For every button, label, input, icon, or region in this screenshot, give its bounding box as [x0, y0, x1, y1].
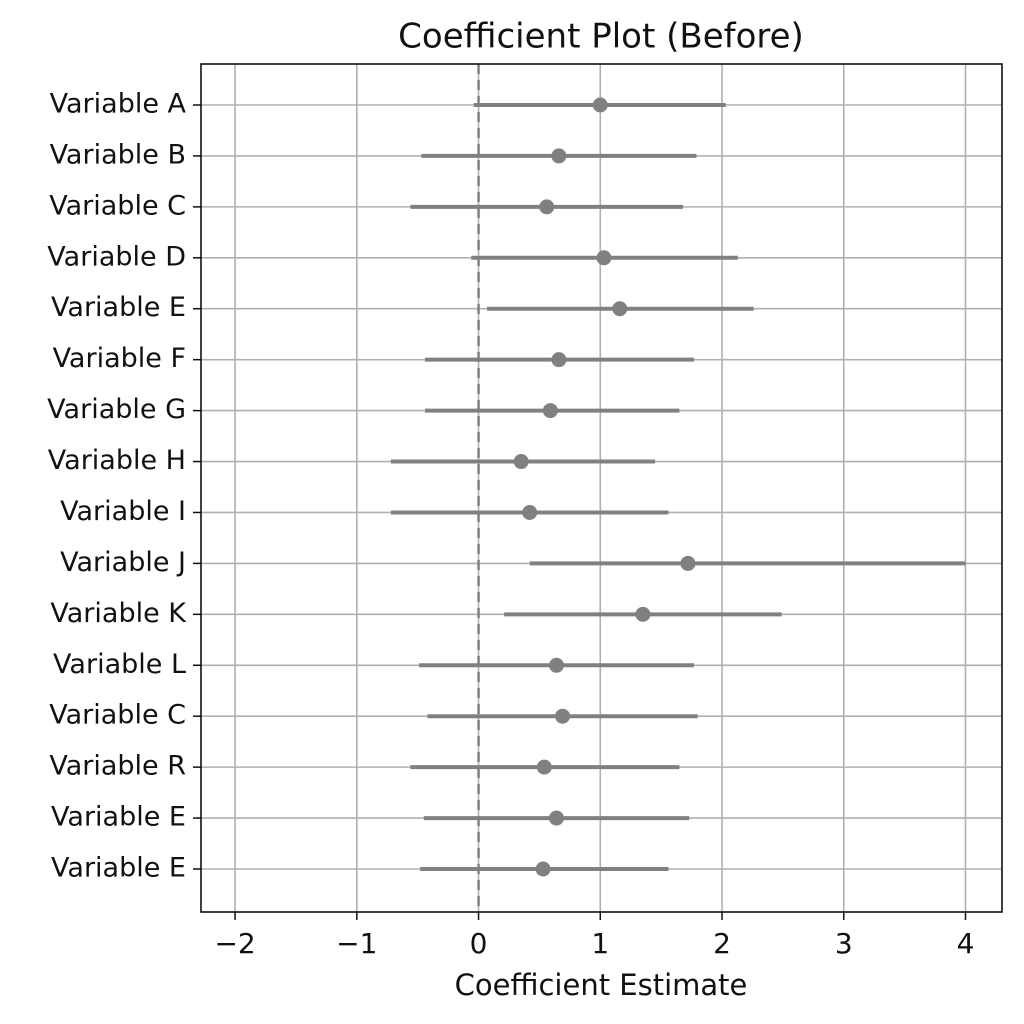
estimate-point — [548, 810, 564, 826]
x-axis-label: Coefficient Estimate — [455, 968, 748, 1002]
y-tick-label: Variable F — [53, 343, 186, 374]
estimate-point — [522, 504, 538, 520]
x-tick-label: −2 — [214, 927, 255, 960]
y-tick-label: Variable L — [53, 649, 186, 680]
estimate-point — [555, 708, 571, 724]
estimate-point — [536, 759, 552, 775]
plot-area: −2 −1 0 1 2 3 4 Variable A Variable B Variable C V… — [47, 64, 1002, 960]
x-tick-label: 3 — [835, 927, 853, 960]
estimate-point — [535, 861, 551, 877]
estimate-point — [680, 555, 696, 571]
y-tick-label: Variable E — [51, 853, 186, 884]
y-tick-label: Variable G — [47, 394, 186, 425]
x-tick-label: 2 — [713, 927, 731, 960]
x-tick-label: −1 — [336, 927, 377, 960]
plot-frame — [200, 63, 1003, 913]
x-tick-label: 4 — [957, 927, 975, 960]
estimate-point — [539, 199, 555, 215]
y-tick-label: Variable E — [51, 802, 186, 833]
estimate-point — [551, 352, 567, 368]
y-tick-label: Variable I — [60, 496, 186, 527]
y-tick-label: Variable C — [49, 700, 186, 731]
y-tick-label: Variable H — [48, 445, 186, 476]
x-tick-label: 0 — [470, 927, 488, 960]
estimate-point — [548, 657, 564, 673]
estimate-point — [513, 454, 529, 470]
y-tick-label: Variable D — [47, 241, 186, 272]
y-tick-label: Variable J — [60, 547, 186, 578]
estimate-point — [542, 403, 558, 419]
estimate-point — [612, 301, 628, 317]
estimate-point — [635, 606, 651, 622]
y-tick-label: Variable B — [50, 139, 186, 170]
y-tick-label: Variable E — [51, 292, 186, 323]
estimate-point — [592, 97, 608, 113]
x-tick-label: 1 — [591, 927, 609, 960]
y-tick-label: Variable R — [49, 751, 186, 782]
y-tick-label: Variable A — [50, 89, 187, 120]
y-tick-label: Variable K — [50, 598, 187, 629]
estimate-point — [551, 148, 567, 164]
y-tick-label: Variable C — [49, 190, 186, 221]
chart-title: Coefficient Plot (Before) — [398, 17, 804, 57]
estimate-point — [596, 250, 612, 266]
